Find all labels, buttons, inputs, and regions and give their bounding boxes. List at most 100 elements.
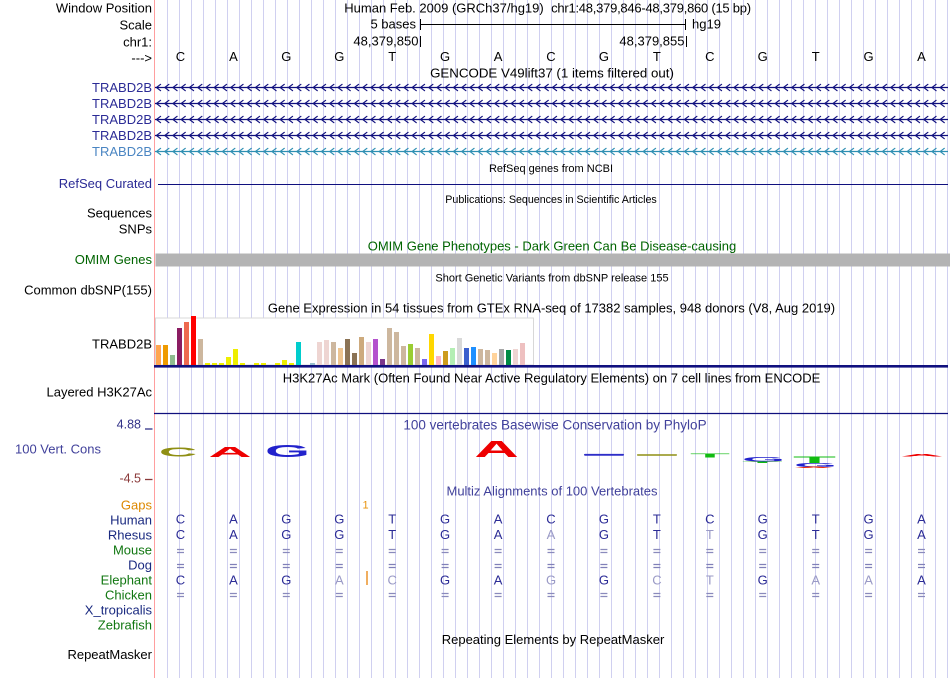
svg-text:Dog: Dog: [128, 558, 152, 573]
svg-text:G: G: [758, 49, 768, 64]
svg-text:TRABD2B: TRABD2B: [92, 80, 152, 95]
svg-text:A: A: [494, 527, 503, 542]
svg-text:G: G: [265, 441, 310, 461]
svg-text:A: A: [494, 512, 503, 527]
svg-text:A: A: [547, 527, 556, 542]
svg-text:A: A: [494, 573, 503, 588]
svg-text:RefSeq genes from NCBI: RefSeq genes from NCBI: [489, 163, 613, 175]
svg-text:G: G: [864, 512, 874, 527]
svg-text:Repeating Elements by RepeatMa: Repeating Elements by RepeatMasker: [442, 632, 665, 647]
svg-text:G: G: [794, 462, 837, 468]
svg-text:Elephant: Elephant: [101, 573, 153, 588]
svg-text:TRABD2B: TRABD2B: [92, 144, 152, 159]
svg-text:Human: Human: [110, 513, 152, 528]
svg-text:G: G: [281, 512, 291, 527]
svg-text:RepeatMasker: RepeatMasker: [67, 647, 152, 662]
svg-text:T: T: [388, 527, 396, 542]
svg-text:TRABD2B: TRABD2B: [92, 112, 152, 127]
svg-text:A: A: [864, 573, 873, 588]
svg-text:C: C: [176, 49, 185, 64]
svg-text:48,379,855: 48,379,855: [619, 34, 684, 49]
svg-text:A: A: [917, 527, 926, 542]
svg-text:A: A: [811, 573, 820, 588]
svg-text:G: G: [864, 527, 874, 542]
svg-text:A: A: [793, 467, 833, 469]
svg-text:TRABD2B: TRABD2B: [92, 337, 152, 352]
svg-text:Gene Expression in 54 tissues: Gene Expression in 54 tissues from GTEx …: [268, 301, 835, 316]
svg-text:T: T: [653, 49, 661, 64]
svg-text:A: A: [229, 527, 238, 542]
svg-text:GENCODE V49lift37 (1 items fil: GENCODE V49lift37 (1 items filtered out): [430, 66, 674, 81]
svg-text:A: A: [494, 49, 503, 64]
svg-text:chr1:: chr1:: [123, 35, 152, 50]
svg-text:hg19: hg19: [692, 17, 721, 32]
svg-text:A: A: [229, 49, 238, 64]
svg-text:G: G: [281, 49, 291, 64]
svg-text:G: G: [334, 49, 344, 64]
svg-text:G: G: [440, 527, 450, 542]
svg-text:-4.5: -4.5: [119, 471, 141, 485]
svg-text:T: T: [812, 49, 820, 64]
svg-text:T: T: [653, 527, 661, 542]
svg-text:C: C: [705, 49, 714, 64]
svg-text:G: G: [599, 49, 609, 64]
svg-text:OMIM Genes: OMIM Genes: [75, 252, 153, 267]
svg-text:SNPs: SNPs: [119, 222, 153, 237]
svg-text:T: T: [690, 452, 730, 458]
svg-text:chr1:48,379,846-48,379,860 (15: chr1:48,379,846-48,379,860 (15 bp): [551, 1, 751, 16]
svg-text:A: A: [208, 444, 251, 460]
svg-text:T: T: [706, 527, 714, 542]
svg-text:G: G: [440, 49, 450, 64]
svg-text:Scale: Scale: [119, 18, 152, 33]
svg-text:G: G: [546, 573, 556, 588]
svg-text:G: G: [281, 573, 291, 588]
svg-text:Zebrafish: Zebrafish: [98, 618, 152, 633]
svg-text:A: A: [229, 573, 238, 588]
svg-text:A: A: [917, 512, 926, 527]
svg-text:G: G: [742, 456, 785, 463]
svg-text:G: G: [599, 573, 609, 588]
svg-text:100 Vert. Cons: 100 Vert. Cons: [15, 442, 101, 457]
svg-text:T: T: [388, 49, 396, 64]
svg-text:G: G: [758, 512, 768, 527]
svg-text:OMIM Gene Phenotypes - Dark Gr: OMIM Gene Phenotypes - Dark Green Can Be…: [368, 239, 737, 254]
svg-text:5 bases: 5 bases: [370, 17, 416, 32]
svg-text:T: T: [706, 573, 714, 588]
svg-text:1: 1: [362, 499, 368, 511]
svg-text:A: A: [900, 454, 943, 458]
svg-text:H3K27Ac Mark (Often Found Near: H3K27Ac Mark (Often Found Near Active Re…: [283, 371, 821, 386]
svg-text:Rhesus: Rhesus: [108, 528, 153, 543]
svg-text:T: T: [812, 512, 820, 527]
svg-text:G: G: [334, 512, 344, 527]
svg-text:C: C: [745, 461, 783, 462]
svg-text:100 vertebrates Basewise Conse: 100 vertebrates Basewise Conservation by…: [403, 417, 706, 432]
svg-text:C: C: [388, 573, 397, 588]
svg-text:G: G: [281, 527, 291, 542]
svg-text:Window Position: Window Position: [56, 1, 152, 16]
svg-text:TRABD2B: TRABD2B: [92, 96, 152, 111]
svg-text:A: A: [917, 49, 926, 64]
svg-text:C: C: [546, 49, 555, 64]
svg-text:C: C: [159, 445, 197, 459]
svg-text:RefSeq Curated: RefSeq Curated: [59, 176, 152, 191]
svg-text:G: G: [599, 527, 609, 542]
svg-text:48,379,850: 48,379,850: [353, 34, 418, 49]
svg-text:--->: --->: [131, 51, 152, 66]
svg-text:Layered H3K27Ac: Layered H3K27Ac: [46, 385, 152, 400]
svg-text:Chicken: Chicken: [105, 588, 152, 603]
svg-text:Gaps: Gaps: [121, 498, 153, 513]
svg-text:Mouse: Mouse: [113, 543, 152, 558]
svg-text:Publications: Sequences in Sci: Publications: Sequences in Scientific Ar…: [445, 194, 657, 206]
svg-text:G: G: [758, 527, 768, 542]
svg-text:G: G: [864, 49, 874, 64]
svg-text:Sequences: Sequences: [87, 206, 153, 221]
svg-text:X_tropicalis: X_tropicalis: [85, 603, 153, 618]
svg-text:T: T: [653, 512, 661, 527]
svg-text:T: T: [742, 462, 783, 464]
svg-text:C: C: [176, 527, 185, 542]
svg-text:C: C: [546, 512, 555, 527]
svg-text:G: G: [440, 512, 450, 527]
svg-text:G: G: [758, 573, 768, 588]
svg-text:Human Feb. 2009 (GRCh37/hg19): Human Feb. 2009 (GRCh37/hg19): [344, 1, 543, 16]
svg-text:Short Genetic Variants from db: Short Genetic Variants from dbSNP releas…: [435, 272, 668, 284]
